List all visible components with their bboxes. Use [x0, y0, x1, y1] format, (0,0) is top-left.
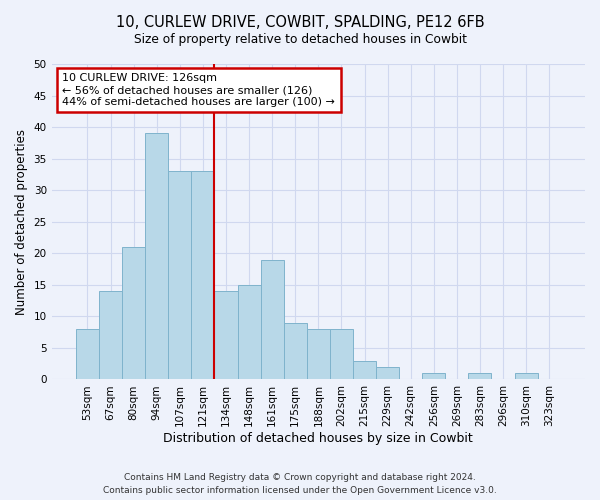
Bar [260, 260, 284, 380]
Text: Contains HM Land Registry data © Crown copyright and database right 2024.
Contai: Contains HM Land Registry data © Crown c… [103, 474, 497, 495]
Bar [122, 247, 145, 380]
Text: 10 CURLEW DRIVE: 126sqm
← 56% of detached houses are smaller (126)
44% of semi-d: 10 CURLEW DRIVE: 126sqm ← 56% of detache… [62, 74, 335, 106]
Bar [168, 172, 191, 380]
X-axis label: Distribution of detached houses by size in Cowbit: Distribution of detached houses by size … [163, 432, 473, 445]
Bar [238, 285, 260, 380]
Bar [330, 329, 353, 380]
Bar [191, 172, 214, 380]
Bar [76, 329, 99, 380]
Bar [145, 134, 168, 380]
Bar [307, 329, 330, 380]
Text: 10, CURLEW DRIVE, COWBIT, SPALDING, PE12 6FB: 10, CURLEW DRIVE, COWBIT, SPALDING, PE12… [116, 15, 484, 30]
Bar [422, 373, 445, 380]
Bar [214, 291, 238, 380]
Bar [469, 373, 491, 380]
Bar [376, 367, 399, 380]
Bar [515, 373, 538, 380]
Bar [284, 322, 307, 380]
Text: Size of property relative to detached houses in Cowbit: Size of property relative to detached ho… [133, 32, 467, 46]
Bar [99, 291, 122, 380]
Y-axis label: Number of detached properties: Number of detached properties [15, 128, 28, 314]
Bar [353, 360, 376, 380]
